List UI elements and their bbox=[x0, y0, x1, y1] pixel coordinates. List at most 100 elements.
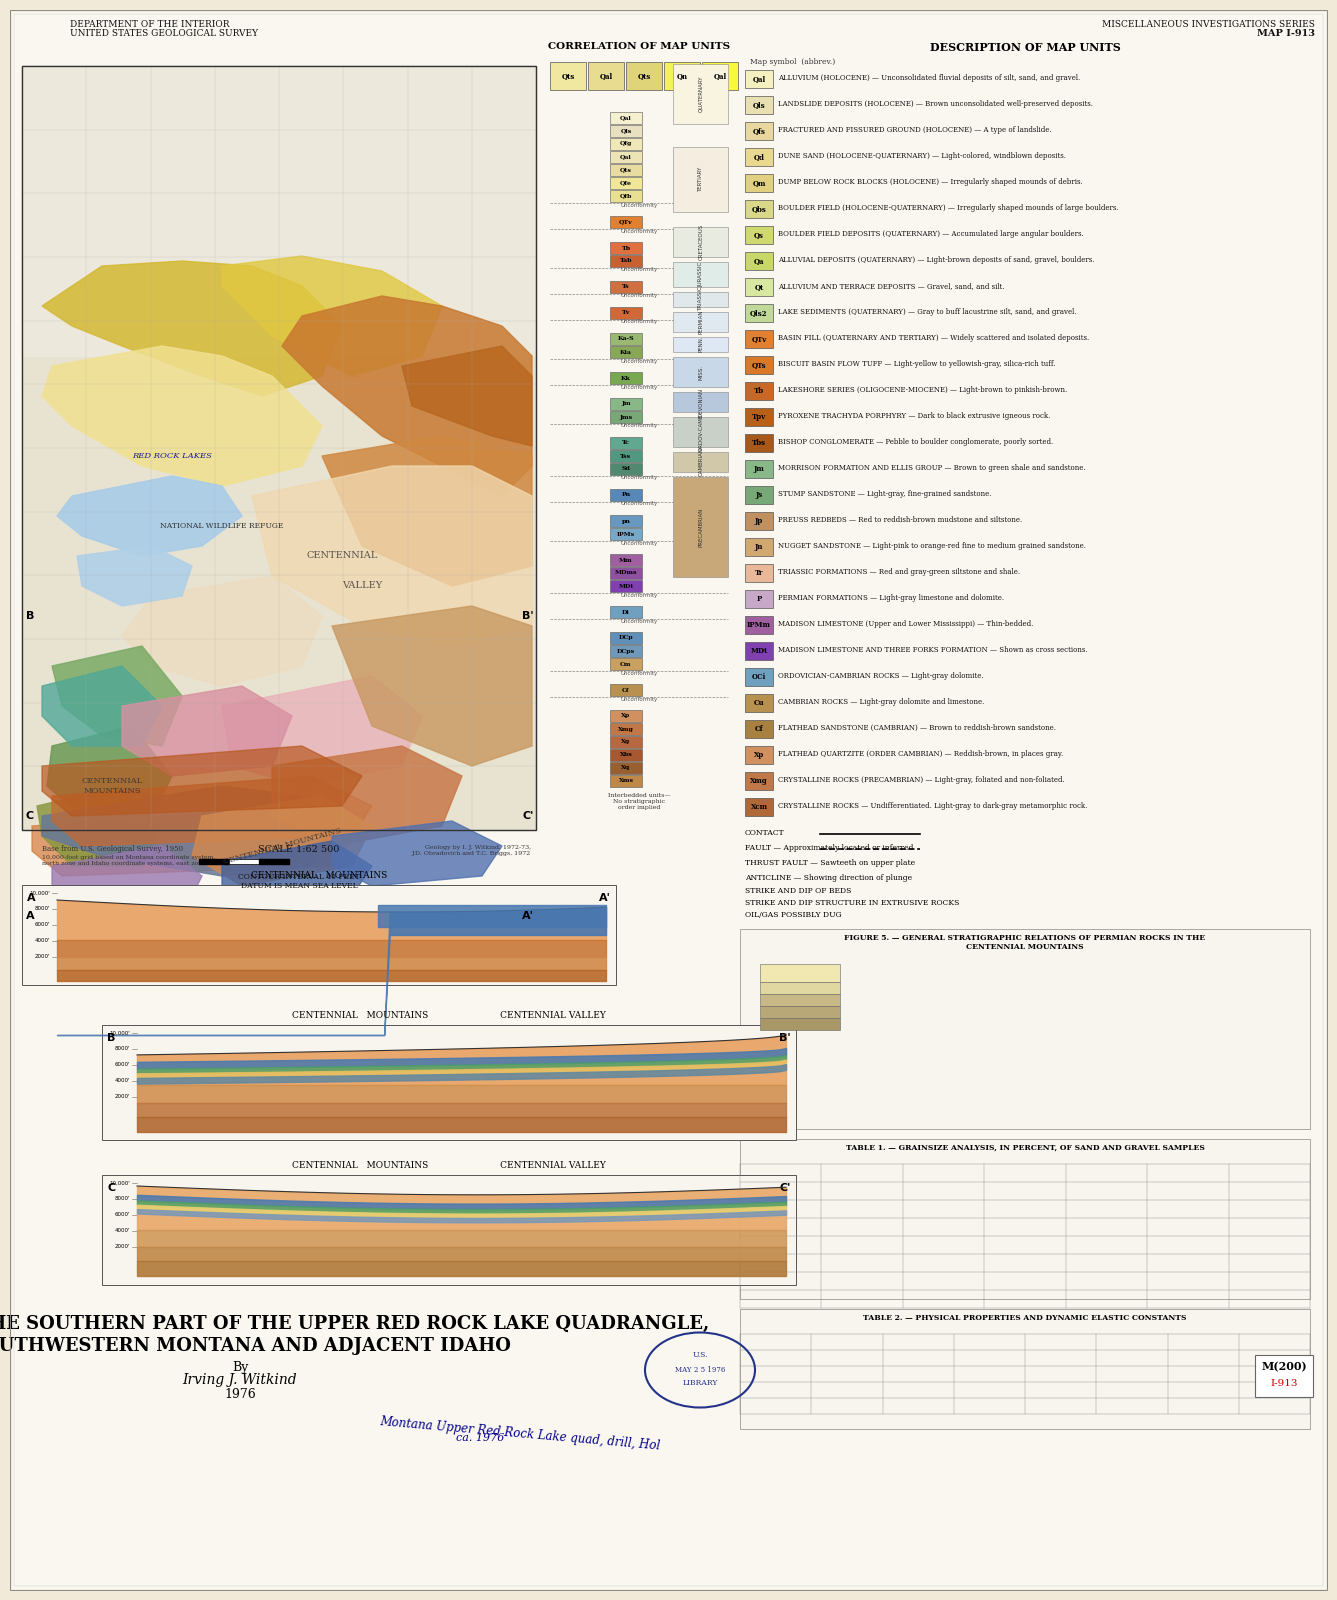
Bar bbox=[745, 330, 773, 349]
Text: Cm: Cm bbox=[620, 661, 632, 667]
Text: Jn: Jn bbox=[755, 542, 763, 550]
Polygon shape bbox=[47, 726, 172, 816]
Text: Jp: Jp bbox=[755, 517, 763, 525]
Bar bbox=[759, 994, 840, 1006]
Text: BOULDER FIELD (HOLOCENE-QUATERNARY) — Irregularly shaped mounds of large boulder: BOULDER FIELD (HOLOCENE-QUATERNARY) — Ir… bbox=[778, 203, 1119, 211]
Text: Ka-S: Ka-S bbox=[618, 336, 634, 341]
Text: RED ROCK LAKES: RED ROCK LAKES bbox=[132, 451, 213, 461]
Text: SCALE 1:62 500: SCALE 1:62 500 bbox=[258, 845, 340, 854]
Bar bbox=[610, 736, 642, 749]
Bar bbox=[673, 451, 729, 472]
Text: A': A' bbox=[599, 893, 611, 902]
Text: IPMs: IPMs bbox=[616, 531, 635, 536]
Text: CENTENNIAL   MOUNTAINS                         CENTENNIAL VALLEY: CENTENNIAL MOUNTAINS CENTENNIAL VALLEY bbox=[291, 1011, 606, 1021]
Bar bbox=[745, 746, 773, 765]
Bar bbox=[664, 62, 701, 90]
Bar bbox=[745, 174, 773, 192]
Bar bbox=[610, 112, 642, 125]
Text: TRIASSIC FORMATIONS — Red and gray-green siltstone and shale.: TRIASSIC FORMATIONS — Red and gray-green… bbox=[778, 568, 1020, 576]
Polygon shape bbox=[52, 776, 372, 846]
Polygon shape bbox=[332, 821, 501, 886]
Text: Kk: Kk bbox=[622, 376, 631, 381]
Bar bbox=[673, 262, 729, 286]
Text: OIL/GAS POSSIBLY DUG: OIL/GAS POSSIBLY DUG bbox=[745, 910, 841, 918]
Text: A: A bbox=[25, 910, 35, 922]
Bar bbox=[610, 190, 642, 202]
Text: Xg: Xg bbox=[622, 739, 631, 744]
Text: Kia: Kia bbox=[620, 349, 632, 355]
Polygon shape bbox=[222, 256, 443, 376]
Bar bbox=[745, 408, 773, 426]
Bar bbox=[673, 392, 729, 411]
Text: 6000': 6000' bbox=[115, 1213, 130, 1218]
Polygon shape bbox=[222, 675, 422, 786]
Bar bbox=[610, 398, 642, 410]
Text: PRECAMBRIAN: PRECAMBRIAN bbox=[698, 507, 703, 547]
Bar bbox=[610, 371, 642, 384]
Text: 10,000': 10,000' bbox=[29, 891, 49, 896]
Polygon shape bbox=[78, 546, 193, 606]
Text: 8000': 8000' bbox=[35, 907, 49, 912]
Text: Qn: Qn bbox=[677, 72, 687, 80]
Text: Tb: Tb bbox=[754, 387, 763, 395]
Text: BISCUIT BASIN FLOW TUFF — Light-yellow to yellowish-gray, silica-rich tuff.: BISCUIT BASIN FLOW TUFF — Light-yellow t… bbox=[778, 360, 1055, 368]
Bar bbox=[745, 486, 773, 504]
Text: By: By bbox=[231, 1362, 249, 1374]
Text: Qfs: Qfs bbox=[753, 126, 766, 134]
Bar bbox=[673, 338, 729, 352]
Bar bbox=[745, 226, 773, 243]
Text: CORRELATION OF MAP UNITS: CORRELATION OF MAP UNITS bbox=[548, 42, 730, 51]
Text: Xms: Xms bbox=[619, 779, 634, 784]
Text: DEVONIAN: DEVONIAN bbox=[698, 387, 703, 416]
Text: Unconformity: Unconformity bbox=[620, 320, 658, 325]
Text: Qls2: Qls2 bbox=[750, 309, 767, 317]
Text: Qfb: Qfb bbox=[620, 194, 632, 198]
Text: OCi: OCi bbox=[751, 674, 766, 682]
Text: Qts: Qts bbox=[562, 72, 575, 80]
Bar bbox=[610, 450, 642, 462]
Text: MDms: MDms bbox=[615, 571, 638, 576]
Text: A': A' bbox=[521, 910, 533, 922]
Bar bbox=[610, 462, 642, 475]
Text: Xmg: Xmg bbox=[618, 726, 634, 731]
Bar bbox=[610, 138, 642, 150]
Text: Qts: Qts bbox=[620, 168, 632, 173]
Polygon shape bbox=[57, 477, 242, 557]
Bar bbox=[759, 1018, 840, 1030]
Bar bbox=[745, 251, 773, 270]
Bar bbox=[745, 149, 773, 166]
Text: Qal: Qal bbox=[620, 155, 632, 160]
Text: Unconformity: Unconformity bbox=[620, 475, 658, 480]
Text: Tc: Tc bbox=[622, 440, 630, 445]
Bar bbox=[745, 669, 773, 686]
Text: MDt: MDt bbox=[618, 584, 634, 589]
Text: MISS.: MISS. bbox=[698, 365, 703, 379]
Text: LIBRARY: LIBRARY bbox=[682, 1379, 718, 1387]
Bar bbox=[739, 930, 1310, 1130]
Text: Xq: Xq bbox=[622, 765, 631, 771]
Text: Irving J. Witkind: Irving J. Witkind bbox=[183, 1373, 297, 1387]
Text: 2000': 2000' bbox=[35, 955, 49, 960]
Text: STRIKE AND DIP OF BEDS: STRIKE AND DIP OF BEDS bbox=[745, 886, 852, 894]
Bar bbox=[610, 658, 642, 670]
Text: Cu: Cu bbox=[754, 699, 765, 707]
Bar bbox=[745, 694, 773, 712]
Bar bbox=[610, 515, 642, 526]
Bar bbox=[610, 632, 642, 643]
Text: Qts: Qts bbox=[638, 72, 651, 80]
Text: Qal: Qal bbox=[620, 115, 632, 120]
Text: Jm: Jm bbox=[754, 466, 765, 474]
Text: Unconformity: Unconformity bbox=[620, 541, 658, 546]
Text: Unconformity: Unconformity bbox=[620, 592, 658, 597]
Text: Interbedded units—
No stratigraphic
order implied: Interbedded units— No stratigraphic orde… bbox=[608, 794, 670, 810]
Polygon shape bbox=[122, 686, 291, 776]
Text: STRIKE AND DIP STRUCTURE IN EXTRUSIVE ROCKS: STRIKE AND DIP STRUCTURE IN EXTRUSIVE RO… bbox=[745, 899, 960, 907]
Text: Qal: Qal bbox=[714, 72, 726, 80]
Text: 4000': 4000' bbox=[115, 1229, 130, 1234]
Text: BASIN FILL (QUATERNARY AND TERTIARY) — Widely scattered and isolated deposits.: BASIN FILL (QUATERNARY AND TERTIARY) — W… bbox=[778, 334, 1090, 342]
Text: Xbs: Xbs bbox=[619, 752, 632, 757]
Text: Qbs: Qbs bbox=[751, 205, 766, 213]
Polygon shape bbox=[271, 746, 463, 846]
Text: GEOLOGIC MAP OF THE SOUTHERN PART OF THE UPPER RED ROCK LAKE QUADRANGLE,: GEOLOGIC MAP OF THE SOUTHERN PART OF THE… bbox=[0, 1315, 710, 1333]
Bar bbox=[21, 66, 536, 830]
